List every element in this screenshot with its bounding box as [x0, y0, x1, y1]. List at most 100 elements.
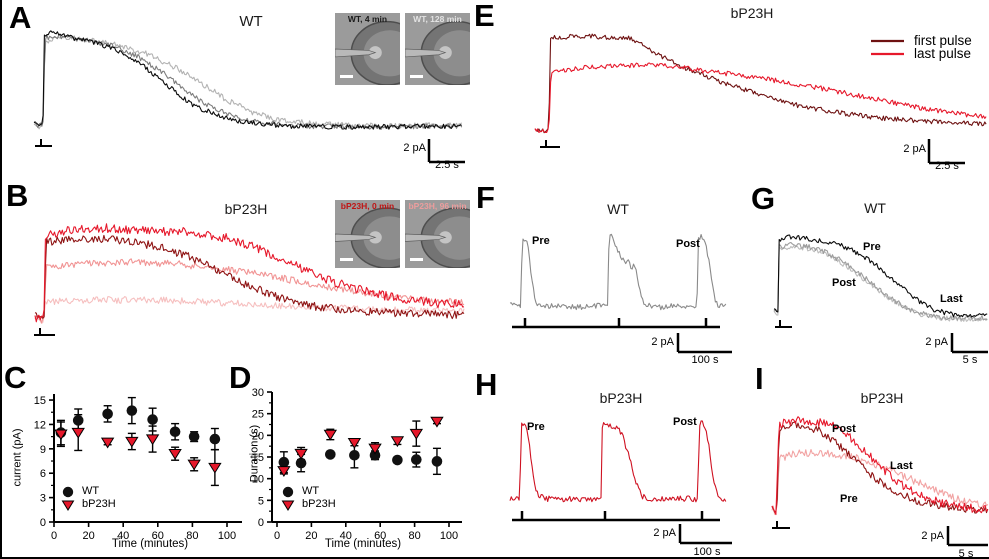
wt-circle-swatch	[282, 486, 294, 497]
panel-c-scatter-plot: 0 3 6 9 12 15 0 20 40 60 80 100	[34, 394, 242, 542]
svg-text:Post: Post	[673, 416, 697, 428]
panel-d-scatter-plot: 0 5 10 15 20 25 30 0 20 40 60 80 100	[252, 387, 462, 542]
svg-text:15: 15	[252, 452, 264, 464]
svg-text:0: 0	[258, 517, 264, 529]
panel-d-x-axis-label: Time (minutes)	[324, 538, 402, 550]
svg-text:80: 80	[408, 530, 420, 542]
panel-g-scale-current-label: 2 pA	[925, 336, 948, 348]
panel-b-trace-plot	[34, 223, 465, 336]
first-pulse-line-swatch	[871, 39, 904, 43]
svg-text:Last: Last	[890, 460, 913, 472]
svg-text:20: 20	[305, 530, 317, 542]
panel-d-y-axis-label: Duration (s)	[248, 424, 261, 483]
svg-text:100: 100	[218, 530, 236, 542]
svg-text:Pre: Pre	[840, 493, 858, 505]
panel-h-scale-time-label: 100 s	[693, 546, 721, 558]
panel-i-title: bP23H	[860, 390, 904, 406]
micrograph-inset: bP23H, 96 min	[405, 200, 470, 268]
svg-text:9: 9	[40, 444, 46, 456]
panel-g-scale-time-label: 5 s	[962, 354, 978, 366]
panel-letter-i: I	[755, 361, 764, 396]
panel-d-legend: WT bP23H	[281, 486, 336, 512]
svg-text:Pre: Pre	[532, 235, 550, 247]
svg-text:30: 30	[252, 387, 264, 399]
svg-text:80: 80	[186, 530, 198, 542]
micrograph-label: WT, 128 min	[413, 14, 462, 24]
micrograph-image	[405, 13, 470, 85]
legend-item-wt: WT	[61, 486, 116, 497]
panel-e-scale-time-label: 2.5 s	[935, 160, 959, 172]
svg-text:Pre: Pre	[527, 421, 545, 433]
micrograph-inset: WT, 128 min	[405, 13, 470, 85]
legend-label: first pulse	[914, 33, 972, 49]
svg-text:6: 6	[40, 468, 46, 480]
micrograph-image	[335, 200, 400, 268]
legend-item-bp23h: bP23H	[281, 498, 336, 511]
micrograph-label: bP23H, 96 min	[408, 201, 467, 211]
panel-c-y-axis-label: current (pA)	[11, 428, 24, 487]
svg-text:0: 0	[40, 517, 46, 529]
last-pulse-line-swatch	[871, 52, 904, 56]
svg-text:Post: Post	[832, 277, 856, 289]
svg-text:12: 12	[34, 419, 46, 431]
panel-i-scale-time-label: 5 s	[958, 548, 974, 559]
panel-i-scale-current-label: 2 pA	[921, 530, 944, 542]
svg-text:0: 0	[274, 530, 280, 542]
svg-text:5: 5	[258, 495, 264, 507]
micrograph-inset: bP23H, 0 min	[335, 200, 400, 268]
legend-item-wt: WT	[281, 486, 336, 497]
panel-e-legend: first pulse last pulse	[870, 33, 972, 62]
svg-text:15: 15	[34, 395, 46, 407]
micrograph-label: WT, 4 min	[347, 14, 388, 24]
svg-text:25: 25	[252, 409, 264, 421]
panel-b-title: bP23H	[224, 201, 268, 217]
panel-a-trace-plot	[33, 30, 465, 164]
svg-text:40: 40	[340, 530, 352, 542]
svg-text:10: 10	[252, 474, 264, 486]
svg-text:Pre: Pre	[863, 241, 881, 253]
legend-label: WT	[82, 485, 100, 497]
svg-text:Post: Post	[676, 238, 700, 250]
svg-text:0: 0	[51, 530, 57, 542]
panel-letter-h: H	[475, 367, 497, 402]
svg-text:40: 40	[117, 530, 129, 542]
svg-text:Last: Last	[940, 293, 963, 305]
panel-a-title: WT	[239, 13, 263, 30]
bp23h-triangle-swatch	[61, 500, 75, 511]
legend-item-bp23h: bP23H	[61, 499, 116, 511]
legend-label: last pulse	[914, 46, 972, 62]
panel-f-title: WT	[607, 201, 629, 217]
micrograph-image	[335, 13, 400, 85]
legend-label: WT	[302, 485, 320, 497]
panel-c-legend: WT bP23H	[61, 486, 116, 512]
panel-letter-f: F	[476, 180, 495, 215]
panel-f-trace-plot: Pre Post	[509, 233, 732, 354]
panel-i-trace-plot: Post Last Pre	[771, 416, 989, 547]
wt-circle-swatch	[62, 486, 74, 497]
legend-item-first-pulse: first pulse	[870, 33, 972, 49]
micrograph-label: bP23H, 0 min	[340, 201, 395, 211]
panel-letter-c: C	[4, 360, 26, 395]
panel-h-scale-current-label: 2 pA	[653, 527, 676, 539]
panel-letter-g: G	[751, 181, 775, 216]
panel-letter-e: E	[474, 0, 495, 33]
bp23h-triangle-swatch	[281, 500, 295, 511]
panel-letter-d: D	[229, 360, 251, 395]
panel-c-x-axis-label: Time (minutes)	[111, 538, 189, 550]
panel-a-scale-time-label: 2.5 s	[435, 159, 459, 171]
legend-label: bP23H	[302, 498, 336, 510]
svg-text:100: 100	[440, 530, 458, 542]
panel-a-scale-current-label: 2 pA	[403, 142, 426, 154]
panel-f-scale-current-label: 2 pA	[651, 336, 674, 348]
panel-h-title: bP23H	[599, 390, 643, 406]
panel-letter-a: A	[9, 0, 31, 35]
micrograph-image	[405, 200, 470, 268]
svg-text:3: 3	[40, 493, 46, 505]
panel-g-trace-plot: Pre Post Last	[773, 234, 988, 354]
svg-text:Post: Post	[832, 423, 856, 435]
panel-f-scale-time-label: 100 s	[691, 354, 719, 366]
svg-text:60: 60	[152, 530, 164, 542]
panel-e-trace-plot	[534, 33, 987, 165]
panel-e-title: bP23H	[730, 5, 774, 21]
